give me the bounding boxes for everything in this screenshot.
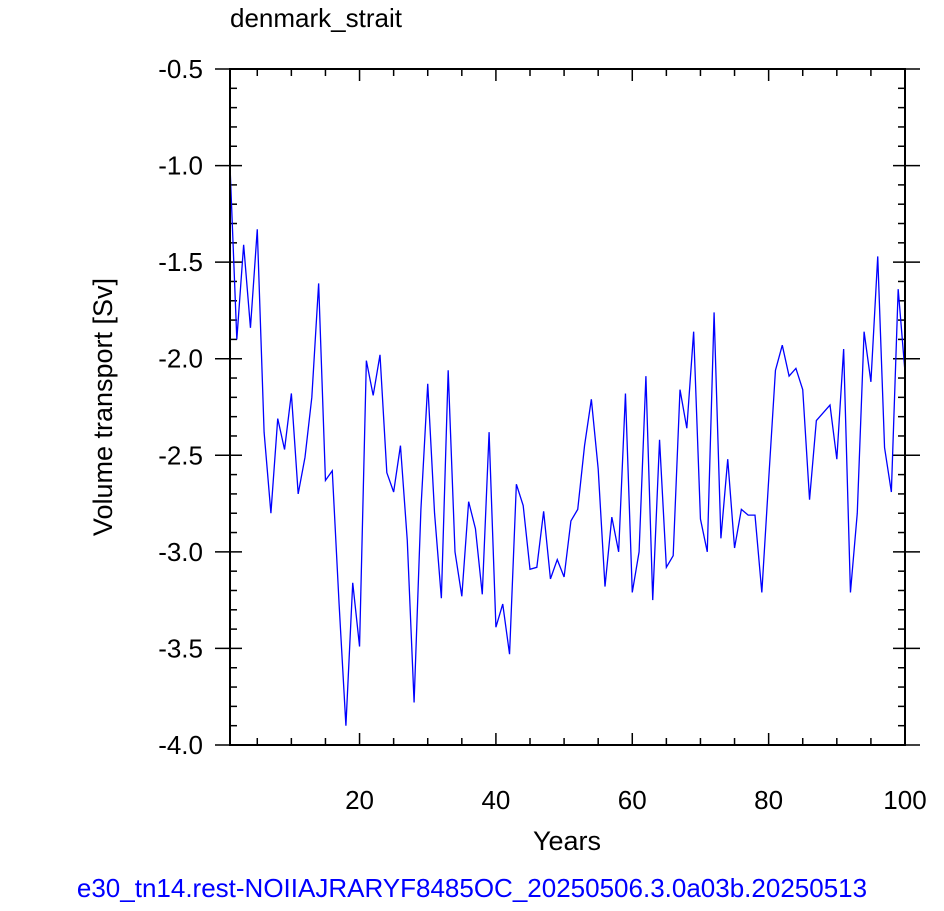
series-line bbox=[229, 165, 906, 726]
tick-labels: 20 40 60 80 100 -0.5 -1.0 -1.5 -2.0 -2.5 -3.0 -3.5 -… bbox=[158, 54, 927, 815]
y-tick-label: -2.5 bbox=[158, 440, 203, 470]
y-tick-label: -1.0 bbox=[158, 151, 203, 181]
x-tick-label: 100 bbox=[883, 785, 926, 815]
y-axis-label: Volume transport [Sv] bbox=[88, 278, 118, 536]
x-tick-label: 80 bbox=[754, 785, 783, 815]
y-tick-label: -3.5 bbox=[158, 633, 203, 663]
y-tick-label: -1.5 bbox=[158, 247, 203, 277]
tick-marks bbox=[215, 68, 920, 746]
x-tick-label: 40 bbox=[481, 785, 510, 815]
series-layer bbox=[229, 165, 906, 726]
caption: e30_tn14.rest-NOIIAJRARYF8485OC_20250506… bbox=[77, 873, 867, 903]
y-tick-label: -2.0 bbox=[158, 344, 203, 374]
x-axis-label: Years bbox=[533, 826, 601, 856]
x-tick-label: 60 bbox=[618, 785, 647, 815]
x-tick-label: 20 bbox=[345, 785, 374, 815]
chart-title: denmark_strait bbox=[230, 3, 403, 33]
y-tick-label: -4.0 bbox=[158, 730, 203, 760]
y-tick-label: -0.5 bbox=[158, 54, 203, 84]
plot-frame bbox=[229, 68, 906, 746]
y-tick-label: -3.0 bbox=[158, 537, 203, 567]
